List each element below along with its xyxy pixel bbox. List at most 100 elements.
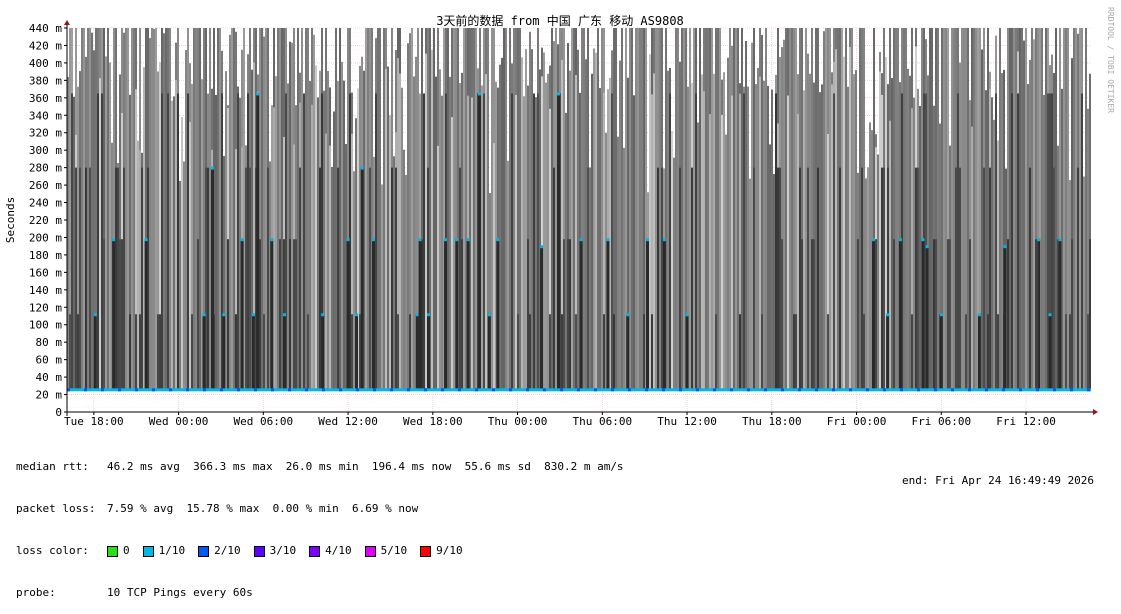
- smoke-stripe-dark: [293, 239, 295, 390]
- smoke-stripe: [641, 28, 643, 390]
- smoke-stripe: [151, 28, 153, 390]
- legend: median rtt: 46.2 ms avg 366.3 ms max 26.0…: [16, 432, 624, 614]
- smoke-stripe: [269, 161, 271, 390]
- latency-spike: [646, 239, 650, 390]
- smoke-stripe-light: [651, 94, 653, 390]
- smoke-stripe: [535, 97, 537, 390]
- smoke-stripe: [683, 28, 685, 390]
- smoke-stripe: [475, 28, 477, 390]
- smoke-stripe: [313, 34, 315, 390]
- smoke-stripe: [281, 28, 283, 390]
- smoke-stripe: [985, 90, 987, 390]
- smoke-stripe-dark: [827, 314, 829, 390]
- smoke-stripe: [801, 28, 803, 390]
- smoke-stripe-dark: [75, 167, 77, 390]
- smoke-stripe: [335, 28, 337, 390]
- median-loss-dot: [373, 388, 376, 392]
- smoke-stripe-light: [273, 107, 275, 390]
- y-tick-labels: 0 20 m 40 m 60 m 80 m 100 m 120 m 140 m 160 m 180…: [29, 22, 67, 419]
- spike-marker: [662, 238, 666, 242]
- smoke-stripe-light: [849, 46, 851, 390]
- smoke-stripe: [341, 61, 343, 390]
- smoke-stripe: [1073, 28, 1075, 390]
- x-tick-label: Thu 00:00: [488, 415, 548, 428]
- smoke-stripe: [627, 77, 629, 390]
- smoke-stripe-dark: [839, 167, 841, 390]
- smoke-stripe: [725, 134, 727, 390]
- smoke-stripe: [519, 28, 521, 390]
- smoke-stripe-dark: [801, 239, 803, 390]
- median-loss-dot: [662, 388, 665, 392]
- smoke-stripe: [433, 28, 435, 390]
- y-tick-label: 160 m: [29, 266, 62, 279]
- smoke-stripe-dark: [117, 167, 119, 390]
- loss-color-swatch: [309, 545, 321, 557]
- smoke-stripe-dark: [71, 93, 73, 390]
- smoke-stripe: [327, 70, 329, 390]
- smoke-stripe: [699, 28, 701, 390]
- x-tick-label: Fri 00:00: [827, 415, 887, 428]
- smoke-stripe: [347, 28, 349, 390]
- smoke-stripe: [251, 69, 253, 390]
- smoke-stripe: [715, 28, 717, 390]
- loss-color-text: 5/10: [380, 544, 408, 557]
- smoke-stripe-dark: [875, 239, 877, 390]
- smoke-stripe-dark: [221, 93, 223, 390]
- smoke-stripe-light: [803, 90, 805, 390]
- smoke-stripe: [103, 28, 105, 390]
- smoke-stripe: [279, 28, 281, 390]
- smoke-stripe-dark: [123, 167, 125, 390]
- spike-marker: [898, 238, 902, 242]
- latency-spike: [662, 239, 666, 390]
- smoke-stripe: [305, 28, 307, 390]
- smoke-stripe-light: [385, 68, 387, 390]
- smoke-stripe: [529, 31, 531, 390]
- smoke-stripe: [785, 28, 787, 390]
- smoke-stripe: [951, 28, 953, 390]
- smoke-stripe: [605, 132, 607, 390]
- median-loss-dot: [645, 388, 648, 392]
- smoke-stripe: [297, 28, 299, 390]
- smoke-stripe: [1013, 28, 1015, 390]
- smoke-stripe: [665, 28, 667, 390]
- latency-spike: [144, 239, 148, 390]
- smoke-stripe: [577, 49, 579, 390]
- probe-label: probe:: [16, 586, 56, 599]
- smoke-stripe: [811, 28, 813, 390]
- loss-color-swatch: [198, 545, 210, 557]
- median-loss-dot: [288, 388, 291, 392]
- smoke-stripe: [829, 28, 831, 390]
- smoke-stripe-dark: [661, 167, 663, 390]
- end-timestamp: end: Fri Apr 24 16:49:49 2026: [902, 474, 1095, 487]
- loss-color-swatch: [420, 545, 432, 557]
- y-axis-label: Seconds: [4, 197, 17, 243]
- latency-spike: [557, 93, 561, 390]
- smoke-stripe-dark: [1081, 93, 1083, 390]
- smoke-stripe: [163, 33, 165, 390]
- smoke-stripe: [513, 28, 515, 390]
- smoke-stripe: [127, 28, 129, 390]
- smoke-stripe-light: [99, 78, 101, 390]
- smoke-stripe: [345, 144, 347, 390]
- smoke-stripe: [1075, 28, 1077, 390]
- latency-spike: [579, 239, 583, 390]
- x-tick-label: Fri 12:00: [996, 415, 1056, 428]
- smoke-stripe: [765, 28, 767, 390]
- smoke-stripe: [781, 47, 783, 390]
- smoke-stripe: [219, 28, 221, 390]
- smoke-stripe: [897, 28, 899, 390]
- smoke-stripe: [149, 38, 151, 390]
- smoke-stripe: [999, 28, 1001, 390]
- smoke-stripe: [625, 28, 627, 390]
- smoke-stripe: [757, 67, 759, 390]
- smoke-stripe: [645, 28, 647, 390]
- smoke-stripe: [635, 28, 637, 390]
- smoke-stripe-dark: [161, 93, 163, 390]
- smoke-stripe: [693, 28, 695, 390]
- spike-marker: [202, 313, 206, 317]
- spike-marker: [112, 238, 116, 242]
- smoke-stripe: [233, 28, 235, 390]
- median-loss-dot: [254, 388, 257, 392]
- smoke-stripe: [617, 136, 619, 390]
- smoke-stripe-dark: [1017, 93, 1019, 390]
